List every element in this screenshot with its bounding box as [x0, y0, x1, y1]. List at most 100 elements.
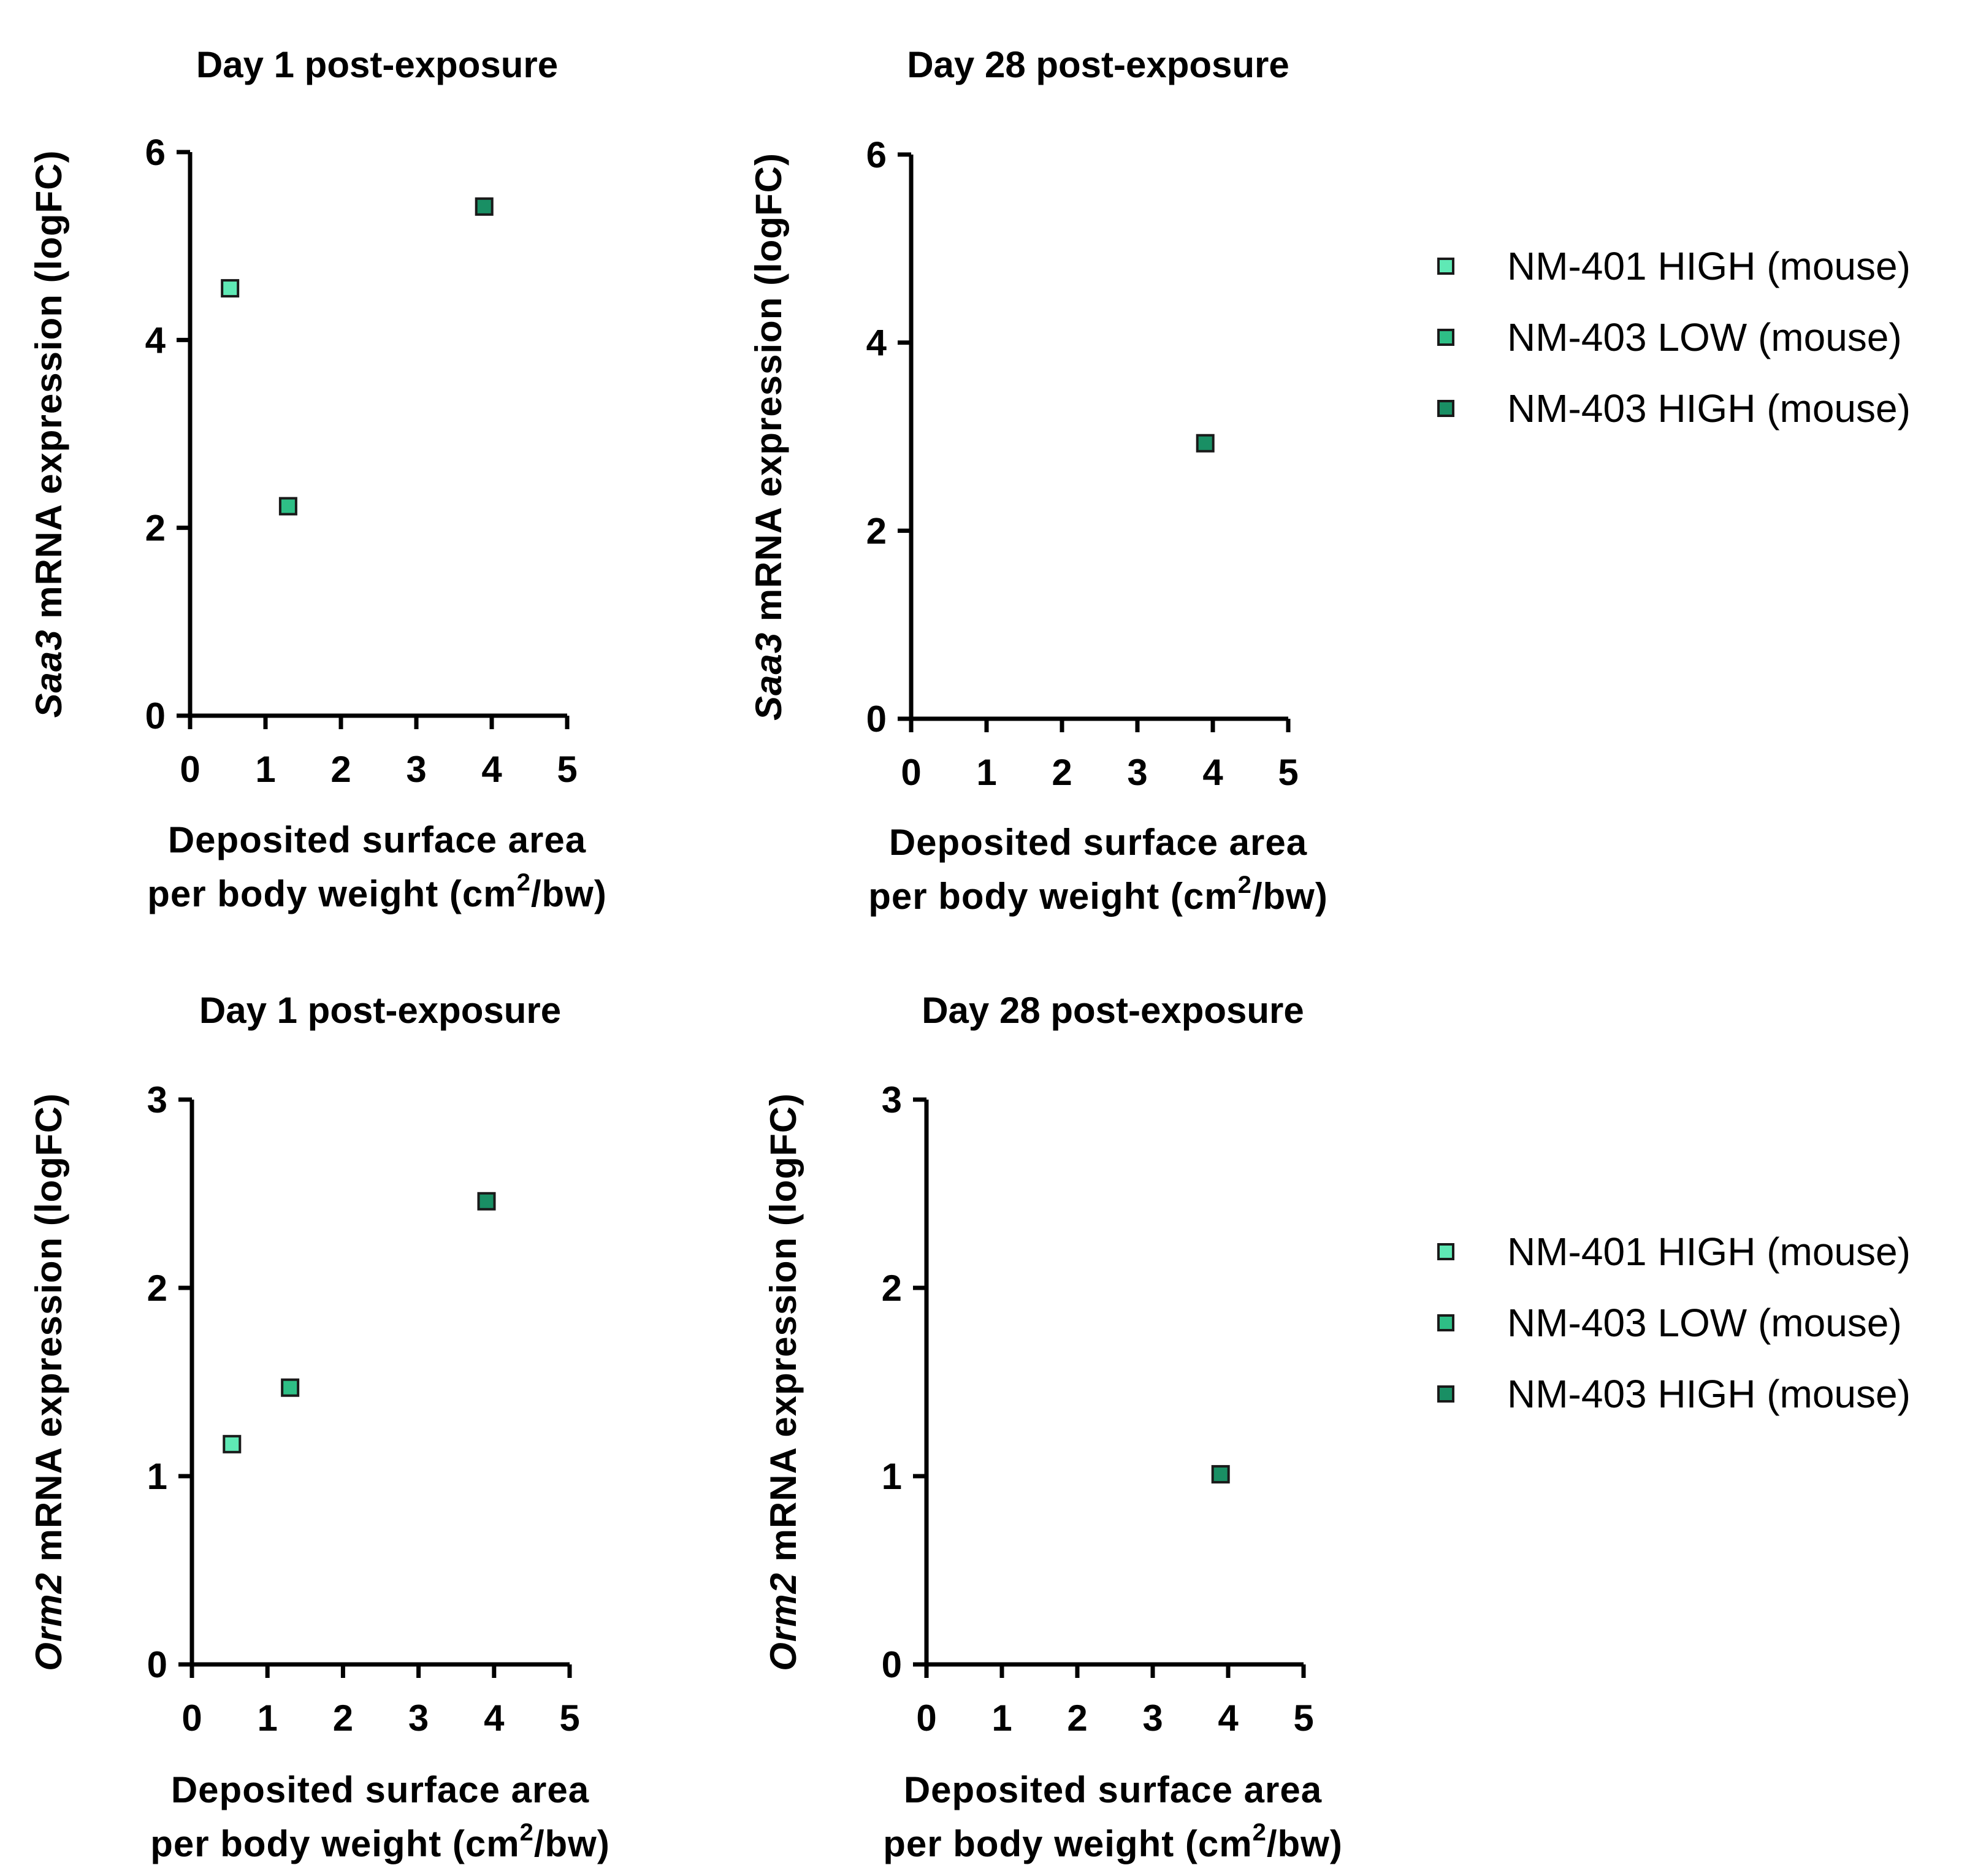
legend-label: NM-403 LOW (mouse)	[1507, 1301, 1902, 1345]
chart-panel-orm2-day28: Day 28 post-exposure 0 1 2 3 4 5 0 1 2 3 Orm2 mRNA …	[763, 990, 1343, 1864]
x-axis-label-superscript: 2	[1238, 871, 1252, 898]
x-tick-label: 2	[1052, 752, 1072, 793]
data-point	[223, 1434, 242, 1453]
x-axis-label-line2: per body weight (cm2/bw)	[868, 871, 1328, 917]
x-axis-label-line2: per body weight (cm2/bw)	[147, 869, 607, 914]
y-axis-label-gene: Orm2	[763, 1572, 804, 1671]
y-tick-label: 4	[866, 323, 887, 364]
chart-title: Day 1 post-exposure	[199, 990, 561, 1031]
y-tick-label: 0	[866, 699, 887, 740]
y-tick-label: 2	[147, 1268, 167, 1309]
y-axis-label-gene: Saa3	[28, 629, 69, 718]
y-tick-label: 4	[145, 320, 166, 361]
legend-swatch	[1437, 400, 1454, 417]
data-point	[1196, 434, 1215, 453]
chart-panel-saa3-day1: Day 1 post-exposure 0 1 2 3 4 5 0 2 4 6 Saa3 mRNA e…	[28, 44, 607, 914]
legend-label: NM-403 HIGH (mouse)	[1507, 386, 1911, 431]
x-axis-label-prefix: per body weight (cm	[147, 873, 516, 914]
x-axis-label-superscript: 2	[1253, 1819, 1267, 1846]
y-axis-label-rest: mRNA expression (logFC)	[28, 1093, 69, 1572]
y-axis-label-gene: Saa3	[748, 632, 789, 721]
x-axis-label-line1: Deposited surface area	[171, 1769, 589, 1810]
y-axis-label-rest: mRNA expression (logFC)	[748, 153, 789, 632]
y-axis-label-rest: mRNA expression (logFC)	[28, 150, 69, 630]
x-axis-label-prefix: per body weight (cm	[883, 1823, 1252, 1864]
x-axis-label-superscript: 2	[517, 869, 531, 896]
axis-lines	[189, 1100, 570, 1667]
x-tick-label: 0	[180, 749, 200, 790]
legend-label: NM-401 HIGH (mouse)	[1507, 244, 1911, 288]
y-axis-label: Saa3 mRNA expression (logFC)	[748, 153, 789, 721]
y-tick-label: 0	[882, 1644, 902, 1685]
y-tick-label: 2	[145, 508, 166, 549]
legend-swatch	[1437, 329, 1454, 346]
y-tick-label: 3	[147, 1079, 167, 1120]
data-point	[1211, 1464, 1230, 1484]
x-axis-label-suffix: /bw)	[531, 873, 607, 914]
x-tick-label: 5	[1293, 1698, 1313, 1739]
axis-lines	[188, 152, 567, 718]
x-axis-label-suffix: /bw)	[1267, 1823, 1343, 1864]
x-tick-label: 3	[1127, 752, 1147, 793]
y-tick-label: 2	[866, 510, 887, 551]
axis-lines	[924, 1100, 1304, 1667]
axis-lines	[909, 155, 1288, 721]
x-tick-label: 1	[976, 752, 996, 793]
x-axis-label-line2: per body weight (cm2/bw)	[883, 1819, 1343, 1864]
y-axis-label: Orm2 mRNA expression (logFC)	[28, 1093, 69, 1671]
x-axis-label-line1: Deposited surface area	[904, 1769, 1322, 1810]
y-tick-label: 1	[882, 1456, 902, 1497]
x-tick-label: 3	[1142, 1698, 1163, 1739]
y-axis-label-gene: Orm2	[28, 1572, 69, 1671]
x-axis-label-line1: Deposited surface area	[889, 822, 1307, 863]
legend-swatch	[1437, 1314, 1454, 1331]
y-axis-label: Orm2 mRNA expression (logFC)	[763, 1093, 804, 1671]
legend-label: NM-403 HIGH (mouse)	[1507, 1372, 1911, 1416]
legend-2: NM-401 HIGH (mouse) NM-403 LOW (mouse) NM-…	[1437, 1230, 1911, 1416]
x-tick-label: 0	[916, 1698, 936, 1739]
y-axis-label-rest: mRNA expression (logFC)	[763, 1093, 804, 1572]
x-axis-label-prefix: per body weight (cm	[868, 876, 1237, 917]
x-tick-label: 4	[1202, 752, 1223, 793]
x-tick-label: 0	[901, 752, 921, 793]
x-axis-label-line1: Deposited surface area	[168, 819, 586, 860]
x-axis-label-line2: per body weight (cm2/bw)	[150, 1819, 610, 1864]
x-tick-label: 0	[181, 1698, 202, 1739]
data-point	[281, 1378, 300, 1397]
x-axis-label-prefix: per body weight (cm	[150, 1823, 519, 1864]
x-tick-label: 4	[481, 749, 502, 790]
x-tick-label: 3	[406, 749, 426, 790]
x-tick-label: 1	[255, 749, 275, 790]
y-tick-label: 1	[147, 1456, 167, 1497]
x-axis-label-suffix: /bw)	[1252, 876, 1328, 917]
x-tick-label: 4	[484, 1698, 505, 1739]
legend-swatch	[1437, 258, 1454, 275]
x-tick-label: 2	[1067, 1698, 1087, 1739]
y-tick-label: 6	[866, 134, 887, 175]
y-tick-label: 0	[145, 695, 166, 737]
data-point	[278, 497, 297, 516]
chart-title: Day 1 post-exposure	[196, 44, 558, 85]
legend-swatch	[1437, 1385, 1454, 1403]
y-tick-label: 6	[145, 132, 166, 173]
x-tick-label: 1	[991, 1698, 1012, 1739]
y-tick-label: 3	[882, 1079, 902, 1120]
data-point	[475, 197, 494, 216]
x-tick-label: 4	[1218, 1698, 1239, 1739]
x-tick-label: 5	[1278, 752, 1298, 793]
x-axis-label-superscript: 2	[520, 1819, 534, 1846]
legend-1: NM-401 HIGH (mouse) NM-403 LOW (mouse) NM-…	[1437, 244, 1911, 431]
x-tick-label: 5	[557, 749, 577, 790]
chart-panel-saa3-day28: Day 28 post-exposure 0 1 2 3 4 5 0 2 4 6 Saa3 mRNA …	[748, 44, 1328, 917]
legend-label: NM-401 HIGH (mouse)	[1507, 1230, 1911, 1274]
x-tick-label: 2	[333, 1698, 353, 1739]
x-axis-label-suffix: /bw)	[534, 1823, 610, 1864]
chart-panel-orm2-day1: Day 1 post-exposure 0 1 2 3 4 5 0 1 2 3 Orm2 mRNA e…	[28, 990, 610, 1864]
x-tick-label: 3	[408, 1698, 429, 1739]
data-point	[477, 1192, 496, 1211]
legend-label: NM-403 LOW (mouse)	[1507, 315, 1902, 359]
chart-title: Day 28 post-exposure	[907, 44, 1289, 85]
y-axis-label: Saa3 mRNA expression (logFC)	[28, 150, 69, 718]
y-tick-label: 0	[147, 1644, 167, 1685]
